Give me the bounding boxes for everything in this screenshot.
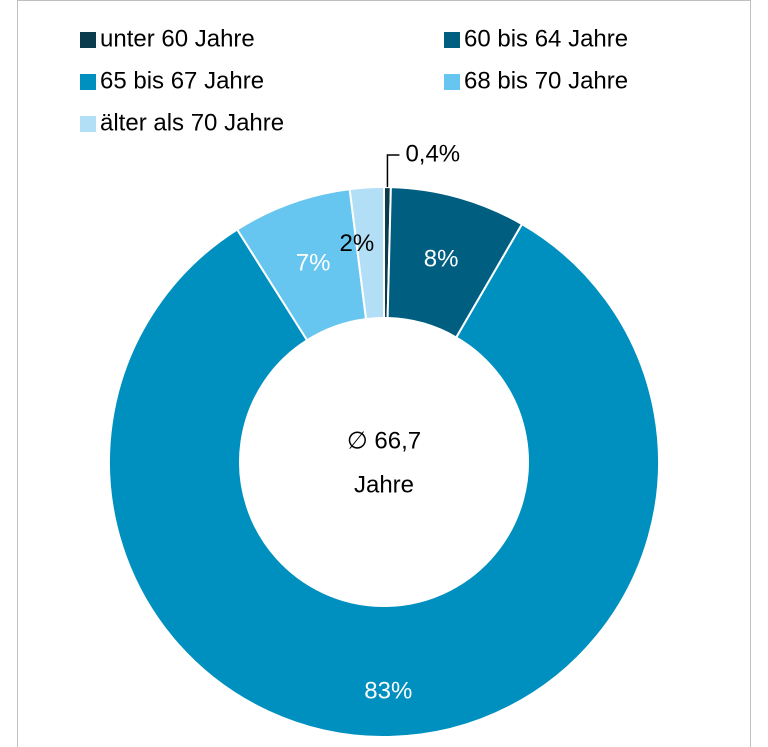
- center-label: Jahre: [354, 471, 414, 498]
- donut-slice: [108, 222, 660, 738]
- leader-line: [386, 154, 400, 188]
- legend-label: unter 60 Jahre: [100, 25, 255, 52]
- data-label: 8%: [424, 245, 459, 272]
- donut-slice: [348, 185, 385, 321]
- legend-swatch: [80, 116, 96, 132]
- data-label: 83%: [364, 677, 412, 704]
- legend-label: 68 bis 70 Jahre: [464, 67, 628, 94]
- center-label: ∅ 66,7: [347, 427, 421, 454]
- data-label: 0,4%: [405, 140, 460, 167]
- legend-swatch: [80, 32, 96, 48]
- legend-swatch: [444, 32, 460, 48]
- data-label: 2%: [340, 230, 375, 257]
- legend-swatch: [444, 74, 460, 90]
- legend-swatch: [80, 74, 96, 90]
- data-label: 7%: [296, 250, 331, 277]
- legend-label: 60 bis 64 Jahre: [464, 25, 628, 52]
- legend-label: älter als 70 Jahre: [100, 109, 284, 136]
- legend-label: 65 bis 67 Jahre: [100, 67, 264, 94]
